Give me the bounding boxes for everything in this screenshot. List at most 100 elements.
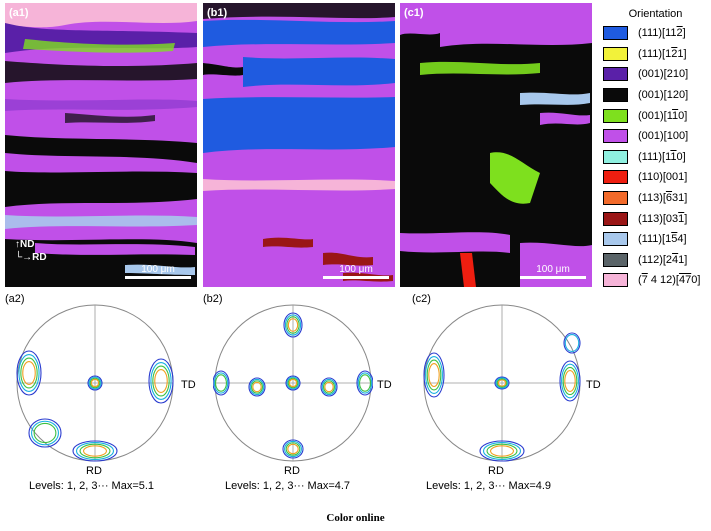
scale-bar: 100 μm [520,264,586,279]
legend-label: (113)[631] [638,192,688,205]
contour-line [479,440,525,462]
legend-label: (112)[241] [638,253,688,266]
contour-line [496,378,508,388]
contour-line [31,420,59,446]
contour-line [357,372,373,394]
legend-swatch [603,129,628,144]
td-label: TD [586,379,601,391]
contour-line [251,380,263,394]
legend-item: (111)[154] [603,229,708,250]
contour-line [213,370,230,396]
legend-swatch [603,149,628,164]
contour-line [288,378,298,388]
legend-swatch [603,46,628,61]
figure-caption: Color online [326,512,385,524]
contour-line [148,358,174,404]
contour-line [72,440,118,462]
contour-line [87,375,103,391]
rd-label: RD [488,465,504,477]
map-label: (a1) [9,7,29,19]
contour-line [285,442,301,456]
legend-label: (001)[110] [638,109,688,122]
contour-line [213,372,229,394]
contour-levels-text: Levels: 1, 2, 3··· Max=4.9 [426,480,552,492]
td-label: TD [181,379,196,391]
scale-bar-label: 100 μm [339,264,373,275]
contour-line [359,374,371,392]
legend-swatch [603,67,628,82]
contour-line [33,422,57,444]
contour-line [285,375,301,391]
map-label: (c1) [404,7,424,19]
legend-swatch [603,211,628,226]
contour-line [320,377,338,397]
contour-line [18,353,40,393]
rd-label: RD [284,465,300,477]
contour-line [283,312,303,338]
contour-line [324,381,334,393]
contour-line [559,360,581,402]
legend-item: (001)[100] [603,126,708,147]
legend-item: (001)[210] [603,64,708,85]
contour-line [252,381,262,393]
legend-item: (112)[241] [603,250,708,271]
ebsd-map-a1-image [5,3,197,287]
contour-line [356,370,373,396]
contour-levels-text: Levels: 1, 2, 3··· Max=5.1 [29,480,155,492]
contour-line [282,439,304,459]
contour-line [490,445,514,457]
legend-label: (111)[110] [638,150,686,163]
map-label: (b1) [207,7,228,19]
contour-line [286,316,300,334]
contour-line [83,445,107,457]
legend-item: (7 4 12)[470] [603,270,708,291]
contour-line [286,376,300,390]
legend-item: (110)[001] [603,167,708,188]
scale-bar-label: 100 μm [536,264,570,275]
legend-item: (001)[110] [603,105,708,126]
legend-label: (001)[100] [638,130,689,143]
scale-bar-line [125,276,191,279]
contour-line [248,377,266,397]
contour-line [88,376,102,390]
contour-line [428,363,440,387]
legend-label: (001)[120] [638,89,689,102]
contour-line [562,366,578,396]
contour-line [425,355,443,395]
pole-figure-b2-plot [213,304,373,462]
scale-bar: 100 μm [323,264,389,279]
legend-title: Orientation [628,8,683,20]
contour-line [561,363,579,399]
scale-bar: 100 μm [125,264,191,279]
pole-figure-label: (a2) [5,293,25,305]
contour-line [564,334,580,352]
legend-label: (001)[210] [638,68,689,81]
legend-swatch [603,191,628,206]
legend-rows: (111)[112] (111)[121] (001)[210] (001)[120]… [603,23,708,291]
pole-figure-label: (c2) [412,293,431,305]
pole-figure-label: (b2) [203,293,223,305]
contour-line [150,361,172,401]
legend-label: (7 4 12)[470] [638,274,701,287]
legend-label: (110)[001] [638,171,688,184]
contour-line [426,359,442,391]
contour-line [90,378,100,388]
td-label: TD [377,379,392,391]
rd-axis-label: └→RD [15,252,47,263]
rd-label: RD [86,465,102,477]
ebsd-map-b1-image [203,3,395,287]
pole-figure-b2: (b2) TD RD Levels: 1, 2, 3··· Max=4.7 [203,293,403,498]
legend-item: (113)[031] [603,208,708,229]
contour-line [22,361,36,385]
legend-item: (111)[112] [603,23,708,44]
contour-line [494,376,510,390]
contour-line [249,378,265,396]
contour-line [75,442,115,460]
contour-line [482,442,522,460]
contour-line [423,352,445,398]
contour-line [495,377,509,389]
contour-line [497,379,507,387]
scale-bar-label: 100 μm [141,264,175,275]
legend-item: (113)[631] [603,188,708,209]
pole-figure-a2-plot [16,304,174,462]
